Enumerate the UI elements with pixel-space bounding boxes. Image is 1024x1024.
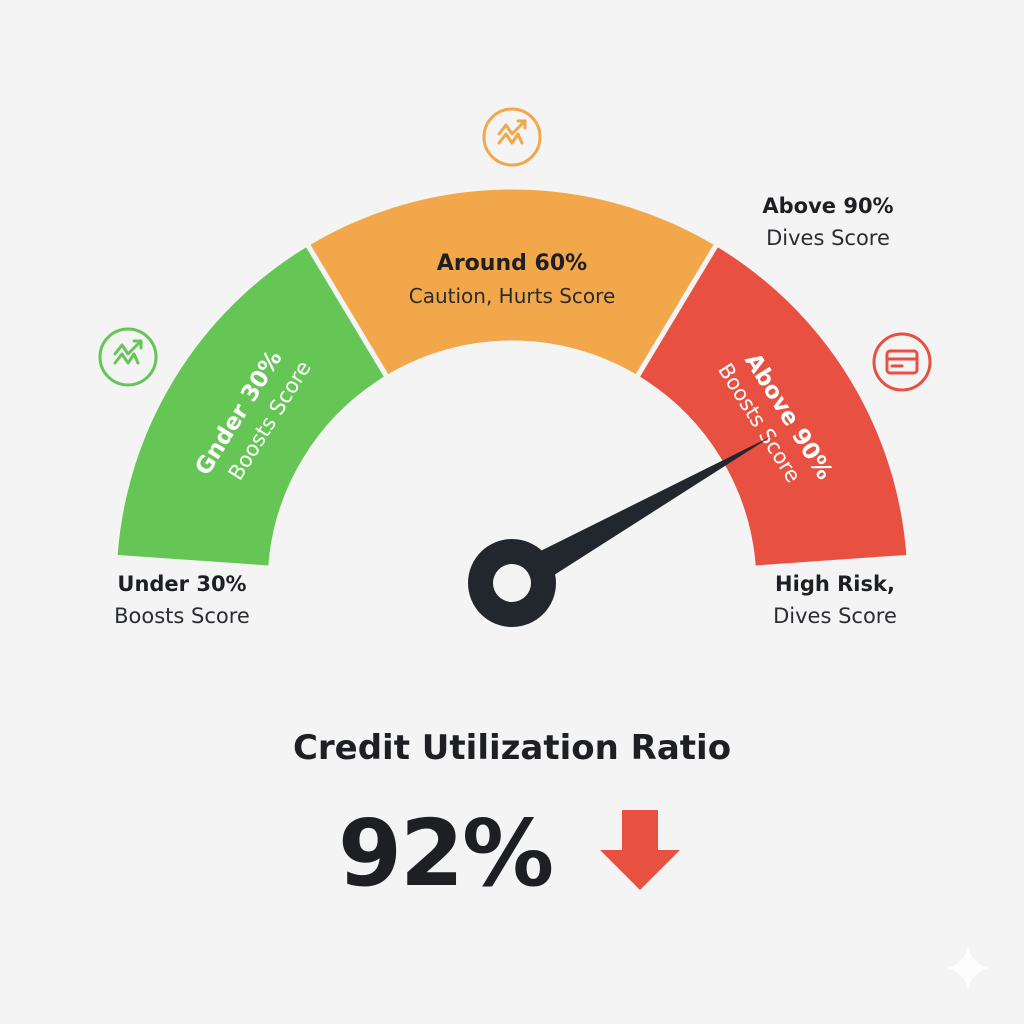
right-label-subtitle: Dives Score [773,604,897,628]
page-title: Credit Utilization Ratio [292,728,732,768]
arrow-down-icon [600,810,680,890]
gauge-segment-orange [303,184,721,381]
top-right-label-title: Above 90% [762,194,894,218]
left-label-title: Under 30% [117,572,247,596]
gauge-segment-red [633,240,912,571]
left-label: Under 30% Boosts Score [92,572,272,628]
gauge-needle [504,436,772,597]
left-label-subtitle: Boosts Score [114,604,250,628]
top-right-label-subtitle: Dives Score [766,226,890,250]
trend-up-icon [482,107,542,167]
top-right-label: Above 90% Dives Score [738,194,918,250]
orange-segment-subtitle: Caution, Hurts Score [409,284,616,308]
right-label: High Risk, Dives Score [745,572,925,628]
trend-up-icon [98,327,158,387]
needle-hub-center [493,564,531,602]
right-label-title: High Risk, [775,572,895,596]
ratio-value: 92% [338,800,554,907]
orange-segment-title: Around 60% [437,251,587,276]
gauge-segment-green [112,240,391,571]
sparkle-icon [946,945,990,991]
credit-card-icon [872,332,932,392]
